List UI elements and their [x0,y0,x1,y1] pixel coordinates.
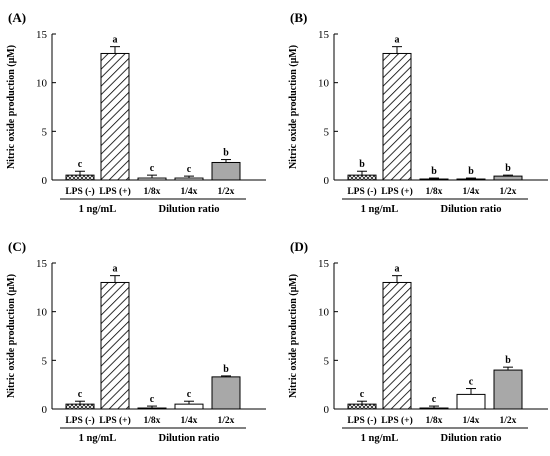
category-label: LPS (+) [99,415,131,426]
category-label: 1/4x [463,416,480,426]
y-tick-label: 0 [42,175,48,187]
bar [100,281,130,410]
group-label: Dilution ratio [159,433,220,444]
significance-letter: b [359,159,365,170]
category-label: 1/8x [426,187,443,197]
panel-label: (B) [290,10,307,25]
y-tick-label: 5 [324,355,330,367]
significance-letter: b [505,163,511,174]
bar [137,407,167,410]
bar [211,376,241,410]
category-label: 1/8x [144,416,161,426]
significance-letter: c [187,389,192,400]
bar [174,177,204,181]
bar [211,161,241,181]
significance-letter: b [223,364,229,375]
category-label: LPS (-) [347,415,376,426]
group-label: Dilution ratio [441,433,502,444]
bar [137,177,167,181]
bar [493,175,523,181]
chart-panel: (C) 0 5 10 15 Nitric oxide production (μM) c LP… [6,239,266,444]
y-tick-label: 5 [42,355,48,367]
category-label: LPS (-) [65,186,94,197]
group-label: 1 ng/mL [361,204,399,215]
bar [100,52,130,181]
bar [419,407,449,410]
y-tick-label: 5 [42,126,48,138]
category-label: 1/2x [218,416,235,426]
significance-letter: b [223,148,229,159]
bar [174,403,204,410]
group-label: 1 ng/mL [361,433,399,444]
significance-letter: a [113,264,118,275]
category-label: 1/2x [500,416,517,426]
panel-label: (A) [8,10,26,25]
y-tick-label: 10 [36,78,48,90]
category-label: LPS (-) [65,415,94,426]
y-tick-label: 0 [324,175,330,187]
significance-letter: c [432,394,437,405]
bar [347,403,377,410]
category-label: 1/2x [500,187,517,197]
y-tick-label: 0 [324,404,330,416]
y-tick-label: 15 [318,29,330,41]
significance-letter: c [78,389,83,400]
significance-letter: a [395,264,400,275]
significance-letter: b [505,355,511,366]
category-label: LPS (+) [99,186,131,197]
group-label: 1 ng/mL [79,433,117,444]
group-label: Dilution ratio [159,204,220,215]
bar [419,178,449,181]
bar [456,178,486,181]
y-axis-label: Nitric oxide production (μM) [288,274,299,398]
bar [382,52,412,181]
y-tick-label: 0 [42,404,48,416]
bar [65,174,95,181]
bar [493,369,523,410]
panel-label: (C) [8,239,26,254]
y-axis-label: Nitric oxide production (μM) [6,45,17,169]
group-label: 1 ng/mL [79,204,117,215]
y-tick-label: 15 [36,258,48,270]
significance-letter: c [150,163,155,174]
panel-label: (D) [290,239,308,254]
bar [382,281,412,410]
y-tick-label: 15 [318,258,330,270]
y-tick-label: 10 [318,307,330,319]
group-label: Dilution ratio [441,204,502,215]
category-label: LPS (+) [381,186,413,197]
y-tick-label: 10 [36,307,48,319]
bar [347,174,377,181]
chart-panel: (B) 0 5 10 15 Nitric oxide production (μM) b LP… [288,10,548,215]
y-tick-label: 15 [36,29,48,41]
y-axis-label: Nitric oxide production (μM) [288,45,299,169]
category-label: 1/4x [463,187,480,197]
significance-letter: c [78,159,83,170]
category-label: 1/8x [426,416,443,426]
chart-panel: (A) 0 5 10 15 Nitric oxide production (μM) c LP… [6,10,266,215]
significance-letter: b [431,166,437,177]
significance-letter: a [113,35,118,46]
significance-letter: c [187,164,192,175]
category-label: 1/2x [218,187,235,197]
significance-letter: c [469,377,474,388]
significance-letter: c [360,389,365,400]
bar [65,403,95,410]
y-axis-label: Nitric oxide production (μM) [6,274,17,398]
category-label: 1/4x [181,416,198,426]
category-label: 1/4x [181,187,198,197]
significance-letter: b [468,166,474,177]
chart-panel: (D) 0 5 10 15 Nitric oxide production (μM) c LP… [288,239,548,444]
category-label: 1/8x [144,187,161,197]
category-label: LPS (-) [347,186,376,197]
bar [456,393,486,410]
significance-letter: a [395,35,400,46]
y-tick-label: 5 [324,126,330,138]
y-tick-label: 10 [318,78,330,90]
category-label: LPS (+) [381,415,413,426]
significance-letter: c [150,394,155,405]
